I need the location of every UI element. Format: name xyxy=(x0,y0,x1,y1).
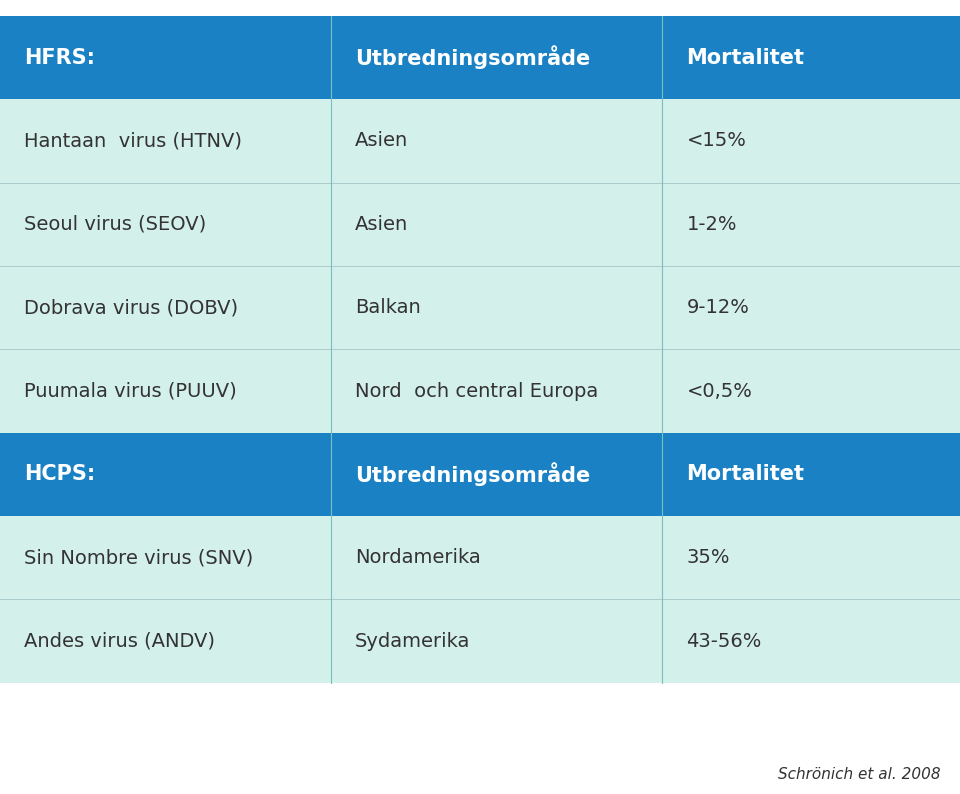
Text: 9-12%: 9-12% xyxy=(686,299,749,317)
Bar xyxy=(0,516,331,599)
Bar xyxy=(662,516,960,599)
Text: 43-56%: 43-56% xyxy=(686,632,762,650)
Bar xyxy=(331,16,662,99)
Bar xyxy=(331,99,662,183)
Text: Utbredningsområde: Utbredningsområde xyxy=(355,45,590,70)
Text: Dobrava virus (DOBV): Dobrava virus (DOBV) xyxy=(24,299,238,317)
Bar xyxy=(0,266,331,349)
Bar xyxy=(331,266,662,349)
Bar xyxy=(331,433,662,516)
Text: HCPS:: HCPS: xyxy=(24,464,95,484)
Bar xyxy=(662,99,960,183)
Text: Schrönich et al. 2008: Schrönich et al. 2008 xyxy=(779,767,941,782)
Bar xyxy=(331,349,662,433)
Text: HFRS:: HFRS: xyxy=(24,48,95,67)
Bar xyxy=(331,599,662,683)
Bar xyxy=(662,599,960,683)
Bar xyxy=(0,183,331,266)
Text: Mortalitet: Mortalitet xyxy=(686,464,804,484)
Text: Sydamerika: Sydamerika xyxy=(355,632,470,650)
Text: Asien: Asien xyxy=(355,132,408,150)
Text: Asien: Asien xyxy=(355,215,408,233)
Text: Nord  och central Europa: Nord och central Europa xyxy=(355,382,598,400)
Bar xyxy=(662,266,960,349)
Text: Balkan: Balkan xyxy=(355,299,420,317)
Bar xyxy=(662,16,960,99)
Text: Andes virus (ANDV): Andes virus (ANDV) xyxy=(24,632,215,650)
Bar xyxy=(0,99,331,183)
Bar xyxy=(331,183,662,266)
Text: Nordamerika: Nordamerika xyxy=(355,549,481,567)
Bar xyxy=(662,183,960,266)
Text: <15%: <15% xyxy=(686,132,746,150)
Text: 1-2%: 1-2% xyxy=(686,215,737,233)
Text: Seoul virus (SEOV): Seoul virus (SEOV) xyxy=(24,215,206,233)
Bar xyxy=(331,516,662,599)
Bar xyxy=(0,16,331,99)
Bar xyxy=(0,349,331,433)
Text: Utbredningsområde: Utbredningsområde xyxy=(355,462,590,487)
Text: Hantaan  virus (HTNV): Hantaan virus (HTNV) xyxy=(24,132,242,150)
Text: <0,5%: <0,5% xyxy=(686,382,753,400)
Text: 35%: 35% xyxy=(686,549,730,567)
Bar xyxy=(0,599,331,683)
Text: Puumala virus (PUUV): Puumala virus (PUUV) xyxy=(24,382,237,400)
Bar xyxy=(662,349,960,433)
Text: Mortalitet: Mortalitet xyxy=(686,48,804,67)
Text: Sin Nombre virus (SNV): Sin Nombre virus (SNV) xyxy=(24,549,253,567)
Bar xyxy=(0,433,331,516)
Bar xyxy=(662,433,960,516)
